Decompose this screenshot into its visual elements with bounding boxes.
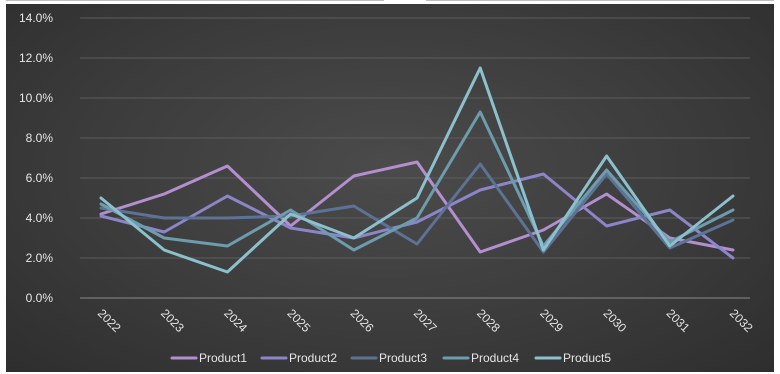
series-line-product2 bbox=[99, 172, 735, 260]
x-tick-label: 2030 bbox=[600, 306, 629, 335]
x-tick-label: 2025 bbox=[284, 306, 313, 335]
y-tick-label: 10.0% bbox=[19, 91, 53, 105]
legend-label-product4: Product4 bbox=[471, 351, 519, 365]
x-tick-label: 2027 bbox=[411, 306, 440, 335]
y-tick-label: 2.0% bbox=[26, 251, 54, 265]
y-tick-label: 6.0% bbox=[26, 171, 54, 185]
x-tick-label: 2023 bbox=[158, 306, 187, 335]
x-tick-label: 2024 bbox=[221, 306, 250, 335]
legend: Product1 Product2 Product3 Product4 Product5 bbox=[170, 351, 611, 365]
top-border-left bbox=[6, 0, 384, 1]
y-axis: 0.0% 2.0% 4.0% 6.0% 8.0% 10.0% 12.0% 14.0% bbox=[19, 11, 53, 305]
y-tick-label: 0.0% bbox=[26, 291, 54, 305]
x-tick-label: 2032 bbox=[727, 306, 756, 335]
x-tick-label: 2028 bbox=[474, 306, 503, 335]
top-border-right bbox=[426, 0, 774, 1]
legend-label-product5: Product5 bbox=[563, 351, 611, 365]
x-tick-label: 2029 bbox=[537, 306, 566, 335]
series-line-product5 bbox=[99, 66, 735, 274]
series-line-product3 bbox=[99, 162, 735, 254]
x-tick-label: 2031 bbox=[664, 306, 693, 335]
chart-area bbox=[6, 4, 774, 372]
legend-label-product1: Product1 bbox=[199, 351, 247, 365]
y-tick-label: 4.0% bbox=[26, 211, 54, 225]
series-line-product1 bbox=[99, 160, 735, 254]
series-lines bbox=[99, 66, 735, 274]
x-axis: 2022 2023 2024 2025 2026 2027 2028 2029 2030 2031… bbox=[95, 306, 756, 335]
x-tick-label: 2022 bbox=[95, 306, 124, 335]
y-tick-label: 14.0% bbox=[19, 11, 53, 25]
legend-label-product3: Product3 bbox=[379, 351, 427, 365]
legend-label-product2: Product2 bbox=[289, 351, 337, 365]
y-tick-label: 12.0% bbox=[19, 51, 53, 65]
x-tick-label: 2026 bbox=[348, 306, 377, 335]
series-line-product4 bbox=[99, 110, 735, 252]
y-tick-label: 8.0% bbox=[26, 131, 54, 145]
